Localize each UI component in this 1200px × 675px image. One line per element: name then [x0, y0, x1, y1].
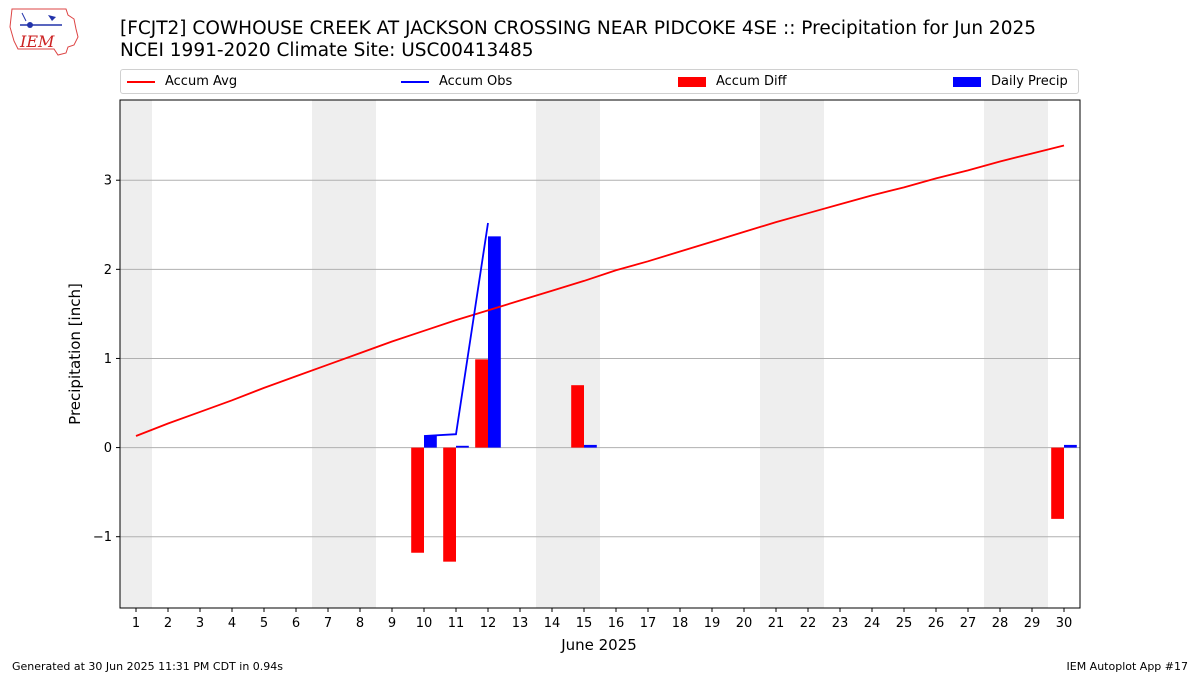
legend-swatch-accum-diff: [678, 76, 706, 87]
weekend-band: [760, 100, 792, 608]
x-tick-label: 5: [260, 616, 268, 631]
x-axis-label: June 2025: [560, 636, 637, 654]
weekend-band: [792, 100, 824, 608]
x-tick-label: 18: [672, 616, 689, 631]
x-tick-label: 7: [324, 616, 332, 631]
accum-diff-bar: [1051, 447, 1064, 519]
daily-precip-bar: [584, 444, 597, 448]
x-tick-label: 10: [416, 616, 433, 631]
x-tick-label: 20: [736, 616, 753, 631]
accum-obs-line: [423, 222, 489, 437]
y-tick-label: −1: [93, 530, 112, 545]
x-tick-label: 25: [896, 616, 913, 631]
x-tick-label: 15: [576, 616, 593, 631]
legend-label-accum-obs: Accum Obs: [439, 74, 513, 89]
svg-text:IEM: IEM: [19, 32, 55, 51]
y-axis-label: Precipitation [inch]: [66, 283, 84, 425]
x-tick-label: 27: [960, 616, 977, 631]
x-tick-label: 14: [544, 616, 561, 631]
weekend-band: [344, 100, 376, 608]
footer-generated-text: Generated at 30 Jun 2025 11:31 PM CDT in…: [12, 660, 284, 673]
chart-title: [FCJT2] COWHOUSE CREEK AT JACKSON CROSSI…: [120, 18, 1037, 39]
x-tick-label: 4: [228, 616, 236, 631]
footer-app-label: IEM Autoplot App #17: [1066, 660, 1189, 673]
x-tick-label: 29: [1024, 616, 1041, 631]
legend-item-accum-obs: Accum Obs: [401, 74, 512, 89]
legend-label-accum-diff: Accum Diff: [716, 74, 787, 89]
weekend-band: [568, 100, 600, 608]
x-tick-label: 22: [800, 616, 817, 631]
legend-swatch-accum-avg: [127, 80, 155, 83]
y-tick-label: 2: [104, 263, 112, 278]
x-tick-label: 30: [1056, 616, 1073, 631]
x-tick-label: 24: [864, 616, 881, 631]
y-tick-label: 3: [104, 174, 112, 189]
x-tick-label: 8: [356, 616, 364, 631]
y-tick-label: 0: [104, 441, 112, 456]
x-tick-label: 9: [388, 616, 396, 631]
x-tick-label: 17: [640, 616, 657, 631]
weekend-band: [984, 100, 1016, 608]
legend-swatch-accum-obs: [401, 80, 429, 83]
accum-avg-line: [135, 144, 1065, 437]
weekend-band: [312, 100, 344, 608]
x-tick-label: 11: [448, 616, 465, 631]
weekend-band: [120, 100, 152, 608]
x-tick-label: 3: [196, 616, 204, 631]
chart-subtitle: NCEI 1991-2020 Climate Site: USC00413485: [120, 40, 534, 61]
accum-diff-bar: [411, 447, 424, 553]
x-tick-label: 13: [512, 616, 529, 631]
x-tick-label: 26: [928, 616, 945, 631]
x-tick-label: 23: [832, 616, 849, 631]
legend-label-accum-avg: Accum Avg: [165, 74, 238, 89]
x-tick-label: 12: [480, 616, 497, 631]
x-tick-label: 2: [164, 616, 172, 631]
accum-diff-bar: [571, 385, 584, 448]
daily-precip-bar: [456, 445, 469, 448]
plot-frame: [119, 99, 1081, 609]
x-tick-label: 28: [992, 616, 1009, 631]
weekend-band: [536, 100, 568, 608]
daily-precip-bar: [424, 435, 437, 448]
x-tick-label: 16: [608, 616, 625, 631]
daily-precip-bar: [488, 236, 501, 448]
legend-swatch-daily-precip: [953, 76, 981, 87]
accum-diff-bar: [475, 359, 488, 448]
weekend-band: [1016, 100, 1048, 608]
x-tick-label: 21: [768, 616, 785, 631]
legend-item-accum-avg: Accum Avg: [127, 74, 237, 89]
legend-label-daily-precip: Daily Precip: [991, 74, 1068, 89]
iem-logo: IEM: [9, 8, 79, 56]
x-tick-label: 6: [292, 616, 300, 631]
legend: Accum Avg Accum Obs Accum Diff Daily Pre…: [120, 69, 1079, 94]
x-tick-label: 19: [704, 616, 721, 631]
daily-precip-bar: [1064, 444, 1077, 448]
accum-diff-bar: [443, 447, 456, 562]
legend-item-daily-precip: Daily Precip: [953, 74, 1068, 89]
legend-item-accum-diff: Accum Diff: [678, 74, 787, 89]
x-tick-label: 1: [132, 616, 140, 631]
y-tick-label: 1: [104, 352, 112, 367]
